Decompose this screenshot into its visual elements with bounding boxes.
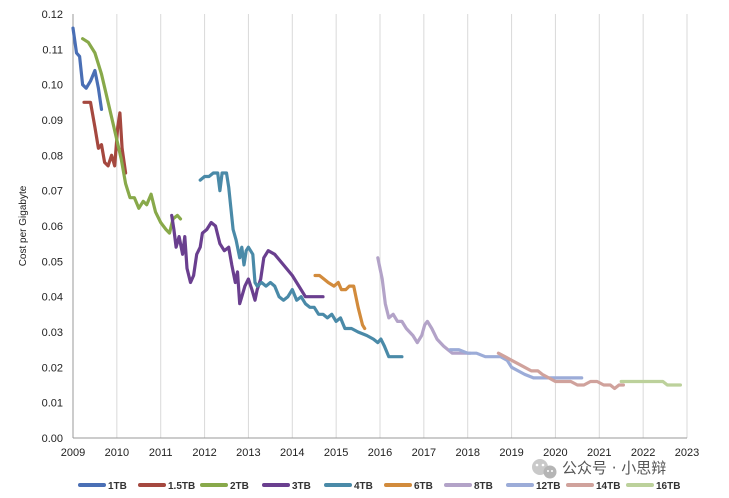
y-tick-label: 0.01 <box>42 398 63 410</box>
wechat-icon <box>532 459 557 479</box>
x-tick-label: 2022 <box>631 447 655 459</box>
legend-label: 4TB <box>354 481 373 492</box>
legend-label: 1TB <box>108 481 127 492</box>
x-tick-label: 2009 <box>61 447 85 459</box>
y-tick-label: 0.07 <box>42 186 63 198</box>
legend-label: 2TB <box>230 481 249 492</box>
series-line-1.5tb <box>82 100 128 175</box>
series-line-2tb <box>81 37 183 235</box>
x-tick-label: 2014 <box>280 447 304 459</box>
y-tick-label: 0.00 <box>42 433 63 445</box>
y-tick-label: 0.10 <box>42 80 63 92</box>
grid <box>72 14 688 438</box>
x-tick-label: 2012 <box>192 447 216 459</box>
x-tick-label: 2013 <box>236 447 260 459</box>
series-line-12tb <box>448 348 584 380</box>
x-tick-label: 2023 <box>675 447 699 459</box>
x-tick-label: 2021 <box>587 447 611 459</box>
series-line-8tb <box>376 256 472 355</box>
series-line-4tb <box>198 171 404 359</box>
watermark: 公众号 · 小思辩 <box>532 459 666 479</box>
y-tick-label: 0.12 <box>42 9 63 21</box>
y-axis-label: Cost per Gigabyte <box>18 185 29 266</box>
y-tick-label: 0.06 <box>42 221 63 233</box>
x-tick-label: 2020 <box>543 447 567 459</box>
y-tick-label: 0.08 <box>42 150 63 162</box>
legend-label: 3TB <box>292 481 311 492</box>
x-tick-label: 2015 <box>324 447 348 459</box>
series-line-6tb <box>313 273 367 331</box>
x-tick-label: 2019 <box>499 447 523 459</box>
series-lines <box>71 26 682 391</box>
legend-label: 16TB <box>656 481 680 492</box>
series-line-16tb <box>619 379 682 387</box>
y-tick-label: 0.04 <box>42 292 63 304</box>
y-tick-label: 0.05 <box>42 256 63 268</box>
series-line-3tb <box>170 213 325 306</box>
legend-label: 8TB <box>474 481 493 492</box>
x-tick-label: 2018 <box>455 447 479 459</box>
y-tick-labels: 0.00 0.01 0.02 0.03 0.04 0.05 0.06 0.07 0.08 0.09… <box>42 9 63 445</box>
y-tick-label: 0.09 <box>42 115 63 127</box>
axes <box>72 14 687 439</box>
legend-label: 1.5TB <box>168 481 195 492</box>
legend-label: 12TB <box>536 481 560 492</box>
legend-label: 6TB <box>414 481 433 492</box>
x-tick-label: 2017 <box>412 447 436 459</box>
y-tick-label: 0.11 <box>42 44 63 56</box>
series-line-14tb <box>496 351 625 391</box>
series-line-1tb <box>71 26 104 111</box>
legend-label: 14TB <box>596 481 620 492</box>
x-tick-labels: 2009 2010 2011 2012 2013 2014 2015 2016 2017 2018… <box>61 447 699 459</box>
y-tick-label: 0.02 <box>42 362 63 374</box>
watermark-text: 公众号 · 小思辩 <box>562 459 666 477</box>
legend: 1TB 1.5TB 2TB 3TB 4TB 6TB 8TB 12TB 14TB 16TB <box>78 481 680 492</box>
x-tick-label: 2010 <box>105 447 129 459</box>
y-tick-label: 0.03 <box>42 327 63 339</box>
x-tick-label: 2011 <box>149 447 173 459</box>
x-tick-label: 2016 <box>368 447 392 459</box>
